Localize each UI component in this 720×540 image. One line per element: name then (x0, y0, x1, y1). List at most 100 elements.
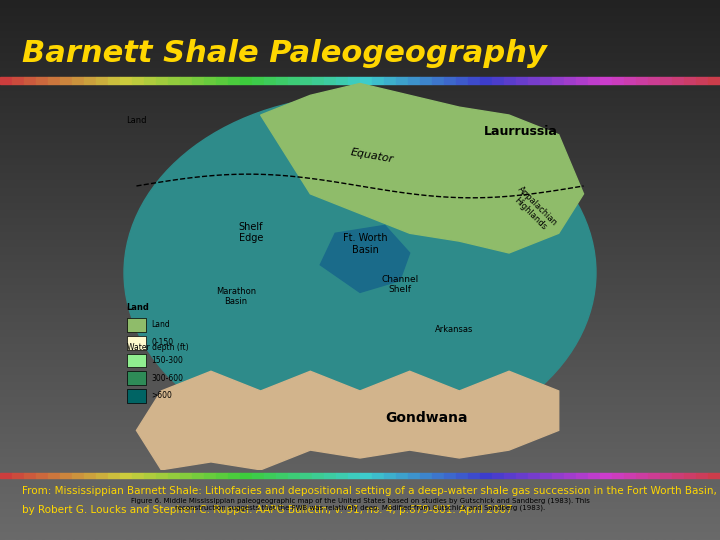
Text: Barnett Shale Paleogeography: Barnett Shale Paleogeography (22, 39, 546, 69)
Bar (24, 77, 36, 84)
Bar (204, 77, 216, 84)
Bar (708, 77, 720, 84)
Bar (276, 77, 288, 84)
Bar (516, 472, 528, 478)
Bar (288, 77, 300, 84)
Bar (480, 472, 492, 478)
Bar (168, 77, 180, 84)
Bar (48, 472, 60, 478)
Bar (156, 77, 168, 84)
Bar (60, 472, 72, 478)
Bar (696, 77, 708, 84)
Bar (336, 472, 348, 478)
Bar (480, 77, 492, 84)
Bar (576, 472, 588, 478)
Bar (684, 472, 696, 478)
Bar (696, 472, 708, 478)
Bar (132, 77, 144, 84)
Bar (492, 77, 504, 84)
Bar (384, 472, 396, 478)
Bar (12, 77, 24, 84)
Bar (684, 77, 696, 84)
Bar (264, 472, 276, 478)
Bar (228, 77, 240, 84)
Bar (240, 77, 252, 84)
Bar (384, 77, 396, 84)
Bar (588, 77, 600, 84)
Bar (420, 472, 432, 478)
Bar (240, 472, 252, 478)
Bar (432, 77, 444, 84)
Bar (324, 472, 336, 478)
Text: Land: Land (127, 116, 147, 125)
Bar (540, 472, 552, 478)
Bar (96, 472, 108, 478)
Polygon shape (137, 372, 559, 470)
Bar (276, 472, 288, 478)
Text: 150-300: 150-300 (151, 356, 183, 365)
Bar (127, 354, 146, 367)
Bar (0, 472, 12, 478)
Text: Marathon
Basin: Marathon Basin (216, 287, 256, 306)
Text: by Robert G. Loucks and Stephen C. Ruppel. AAPG Bulletin, v. 91, no. 4, p.679-80: by Robert G. Loucks and Stephen C. Ruppe… (22, 505, 512, 515)
Bar (288, 472, 300, 478)
Text: Appalachian
Highlands: Appalachian Highlands (508, 185, 559, 235)
Bar (504, 472, 516, 478)
Text: Shelf
Edge: Shelf Edge (238, 221, 263, 243)
Bar (612, 77, 624, 84)
Bar (624, 472, 636, 478)
Bar (108, 77, 120, 84)
Bar (648, 472, 660, 478)
Bar (504, 77, 516, 84)
Text: Figure 6. Middle Mississippian paleogeographic map of the United States based on: Figure 6. Middle Mississippian paleogeog… (130, 497, 590, 511)
Bar (660, 77, 672, 84)
Bar (264, 77, 276, 84)
Bar (127, 372, 146, 385)
Bar (72, 472, 84, 478)
Bar (36, 472, 48, 478)
Text: Channel
Shelf: Channel Shelf (381, 275, 418, 294)
Text: From: Mississippian Barnett Shale: Lithofacies and depositional setting of a dee: From: Mississippian Barnett Shale: Litho… (22, 487, 720, 496)
Text: Land: Land (127, 303, 149, 312)
Bar (312, 77, 324, 84)
Bar (468, 472, 480, 478)
Bar (552, 472, 564, 478)
Bar (60, 77, 72, 84)
Bar (192, 472, 204, 478)
Bar (408, 472, 420, 478)
Bar (492, 472, 504, 478)
Bar (72, 77, 84, 84)
Bar (180, 472, 192, 478)
Bar (48, 77, 60, 84)
Bar (432, 472, 444, 478)
Bar (636, 77, 648, 84)
Bar (204, 472, 216, 478)
Bar (180, 77, 192, 84)
Bar (672, 77, 684, 84)
Bar (600, 472, 612, 478)
Bar (120, 472, 132, 478)
Bar (168, 472, 180, 478)
Bar (156, 472, 168, 478)
Bar (444, 472, 456, 478)
Bar (12, 472, 24, 478)
Bar (324, 77, 336, 84)
Text: Arkansas: Arkansas (435, 325, 473, 334)
Bar (84, 77, 96, 84)
Bar (624, 77, 636, 84)
Bar (708, 472, 720, 478)
Bar (300, 77, 312, 84)
Text: Water depth (ft): Water depth (ft) (127, 342, 188, 352)
Text: Land: Land (151, 320, 170, 329)
Bar (144, 472, 156, 478)
Bar (252, 77, 264, 84)
Bar (36, 77, 48, 84)
Text: Ft. Worth
Basin: Ft. Worth Basin (343, 233, 387, 255)
Bar (648, 77, 660, 84)
Bar (0, 77, 12, 84)
Bar (456, 77, 468, 84)
Text: 300-600: 300-600 (151, 374, 184, 383)
Text: >600: >600 (151, 392, 172, 400)
Bar (108, 472, 120, 478)
Polygon shape (320, 225, 410, 292)
